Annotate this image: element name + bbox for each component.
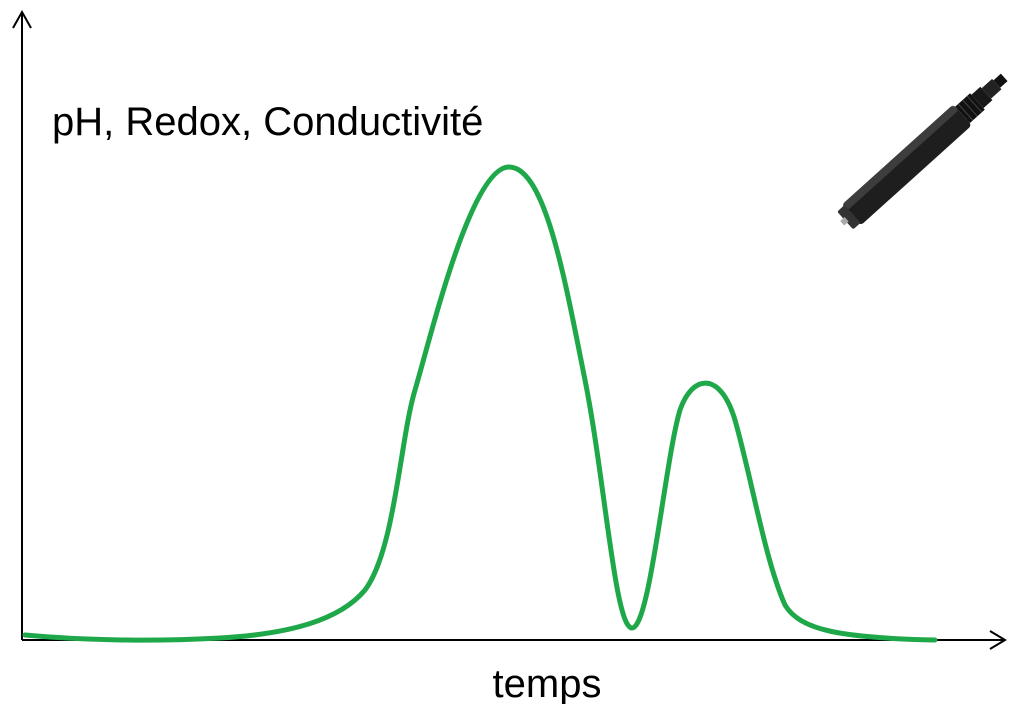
diagram: pH, Redox, Conductivité temps: [0, 0, 1009, 704]
signal-curve: [25, 167, 935, 640]
title: pH, Redox, Conductivité: [52, 100, 483, 144]
page: pH, Redox, Conductivité temps (() => { c…: [0, 0, 1009, 704]
x-axis-label: temps: [493, 662, 602, 704]
probe-image: [833, 67, 1009, 234]
